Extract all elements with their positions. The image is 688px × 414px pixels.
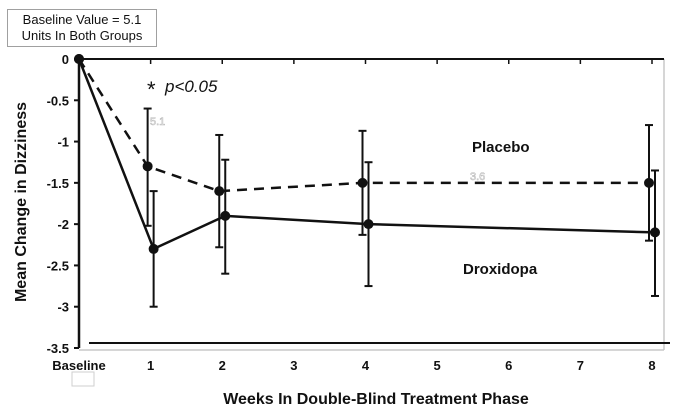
series-line-placebo <box>77 58 649 193</box>
y-tick-label: -3.5 <box>47 341 69 356</box>
data-point-placebo <box>644 177 654 188</box>
baseline-note-line2: Units In Both Groups <box>21 28 143 43</box>
x-tick-label: 6 <box>505 358 512 373</box>
y-tick-label: -2.5 <box>47 258 69 273</box>
x-tick-label: 8 <box>648 358 655 373</box>
x-tick-label: 4 <box>362 358 370 373</box>
axes: 0 -0.5 -1 -1.5 -2 -2.5 -3 -3.5 Baseline 1 2 3 4 5 6 7 8 <box>47 52 670 387</box>
data-point-placebo <box>357 177 368 188</box>
x-tick-label: 5 <box>434 358 441 373</box>
chart-labels: Mean Change in Dizziness Weeks In Double… <box>13 77 538 408</box>
x-tick-label: 2 <box>219 358 226 373</box>
x-tick-label: 7 <box>577 358 584 373</box>
error-bars <box>143 107 659 308</box>
y-tick-label: 0 <box>62 52 69 67</box>
y-tick-label: -1 <box>57 135 69 150</box>
significance-label: p<0.05 <box>164 77 218 96</box>
y-axis-title: Mean Change in Dizziness <box>13 102 30 302</box>
droxidopa-label: Droxidopa <box>463 261 538 278</box>
data-point-droxidopa <box>650 227 660 238</box>
baseline-marker-box <box>71 371 95 387</box>
series-points <box>74 54 660 254</box>
baseline-note-box: Baseline Value = 5.1 Units In Both Group… <box>7 9 157 47</box>
data-point-droxidopa <box>148 243 159 254</box>
x-axis-title: Weeks In Double-Blind Treatment Phase <box>223 391 529 408</box>
data-point-droxidopa <box>363 219 374 230</box>
y-tick-label: -2 <box>57 217 69 232</box>
significance-asterisk: * <box>147 77 156 102</box>
data-point-droxidopa <box>220 210 231 221</box>
baseline-note-line1: Baseline Value = 5.1 <box>22 12 142 27</box>
x-tick-label: 3 <box>290 358 297 373</box>
y-tick-label: -1.5 <box>47 176 69 191</box>
y-tick-label: -0.5 <box>47 93 69 108</box>
data-point-placebo <box>142 161 153 172</box>
x-tick-label: Baseline <box>52 358 105 373</box>
data-point-droxidopa <box>74 54 84 64</box>
data-point-placebo <box>214 186 225 197</box>
y-tick-label: -3 <box>57 300 69 315</box>
faint-label-5-1: 5.1 <box>150 116 165 128</box>
placebo-label: Placebo <box>472 139 530 156</box>
x-tick-label: 1 <box>147 358 154 373</box>
faint-label-3-6: 3.6 <box>470 171 485 183</box>
